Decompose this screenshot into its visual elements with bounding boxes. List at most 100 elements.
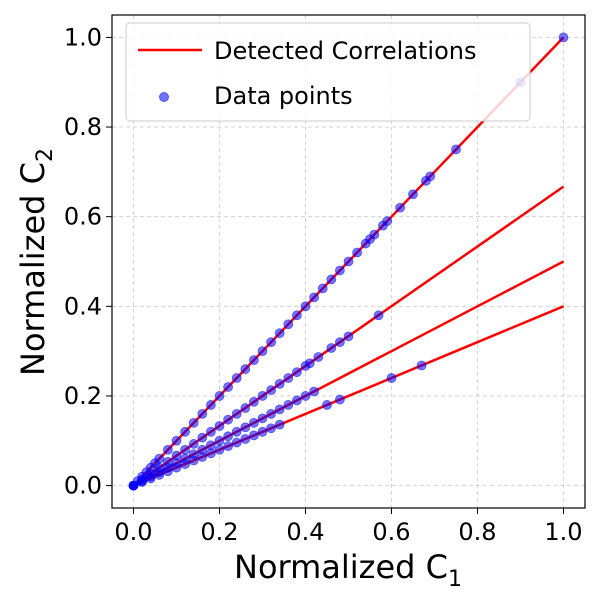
data-point	[416, 360, 427, 371]
y-axis-title-subscript: 2	[33, 148, 58, 162]
data-point	[231, 373, 242, 383]
y-tick-label: 0.0	[64, 472, 102, 500]
data-point	[180, 426, 191, 437]
data-point	[214, 444, 225, 455]
data-point	[214, 435, 225, 446]
data-point	[257, 426, 268, 437]
legend-label-data-points: Data points	[214, 82, 353, 110]
data-point	[326, 343, 337, 353]
data-point	[145, 473, 156, 484]
data-point	[257, 346, 268, 357]
data-point	[408, 189, 418, 200]
data-point	[171, 462, 182, 473]
data-point	[257, 391, 268, 401]
data-point	[386, 373, 397, 383]
y-tick-label: 0.8	[64, 113, 102, 141]
legend-box	[125, 22, 531, 122]
legend-marker-swatch	[159, 92, 169, 102]
data-point	[266, 408, 277, 419]
data-point	[154, 469, 165, 480]
data-point	[137, 477, 148, 487]
data-point	[291, 395, 302, 406]
data-point	[283, 373, 294, 383]
data-point	[231, 437, 242, 448]
y-axis-title: Normalized C2	[14, 148, 58, 376]
data-point	[257, 413, 268, 424]
data-point	[248, 417, 259, 428]
data-point	[274, 328, 285, 339]
data-point	[317, 283, 328, 294]
data-point	[248, 430, 259, 441]
data-point	[373, 310, 384, 321]
data-point	[188, 417, 199, 428]
data-point	[291, 367, 302, 378]
data-point	[343, 256, 354, 267]
data-point	[223, 414, 234, 425]
data-point	[558, 32, 569, 43]
data-point	[223, 431, 234, 442]
data-point	[223, 382, 234, 392]
data-point	[205, 400, 216, 410]
data-point	[300, 301, 311, 312]
data-point	[240, 422, 251, 433]
x-axis-title: Normalized C1	[234, 548, 462, 592]
data-point	[171, 435, 182, 446]
data-point	[162, 466, 173, 477]
data-point	[214, 421, 225, 431]
data-point	[128, 480, 139, 491]
data-point	[283, 400, 294, 410]
data-point	[369, 229, 380, 240]
x-tick-label: 0.4	[286, 518, 324, 546]
x-tick-label: 0.0	[114, 518, 152, 546]
y-tick-label: 0.6	[64, 203, 102, 231]
data-point	[188, 439, 199, 449]
legend: Detected Correlations Data points	[125, 22, 531, 122]
x-tick-label: 1.0	[544, 518, 582, 546]
data-point	[395, 202, 406, 213]
data-point	[425, 171, 436, 182]
data-point	[205, 440, 216, 451]
data-point	[274, 419, 285, 430]
data-point	[309, 292, 320, 303]
data-point	[154, 453, 165, 464]
data-point	[266, 423, 277, 434]
data-point	[248, 355, 259, 366]
plot-frame	[111, 14, 586, 509]
x-tick-label: 0.8	[458, 518, 496, 546]
data-point	[451, 144, 461, 155]
data-point	[248, 396, 259, 407]
y-tick-label: 0.2	[64, 382, 102, 410]
data-point	[334, 265, 345, 276]
data-point	[214, 391, 225, 401]
data-point	[266, 337, 277, 348]
data-point	[231, 408, 242, 419]
data-point	[352, 247, 363, 258]
data-point	[223, 441, 234, 452]
x-axis-title-subscript: 1	[448, 567, 462, 592]
data-point	[326, 274, 337, 285]
data-point	[180, 444, 191, 455]
data-point	[231, 426, 242, 437]
data-point	[180, 459, 191, 469]
data-point	[382, 216, 393, 227]
data-point	[283, 319, 294, 330]
data-point	[322, 400, 332, 410]
data-point	[240, 434, 251, 444]
data-points	[128, 32, 569, 491]
data-point	[205, 448, 216, 459]
data-point	[274, 378, 285, 389]
data-point	[266, 385, 277, 396]
data-point	[205, 426, 216, 437]
y-tick-label: 1.0	[64, 23, 102, 51]
x-tick-label: 0.6	[372, 518, 410, 546]
data-point	[313, 352, 324, 362]
data-point	[309, 386, 320, 397]
legend-label-detected-correlations: Detected Correlations	[214, 37, 477, 65]
data-point	[334, 337, 345, 348]
data-point	[334, 394, 345, 405]
data-point	[300, 391, 311, 401]
y-tick-label: 0.4	[64, 292, 102, 320]
data-point	[304, 358, 315, 369]
